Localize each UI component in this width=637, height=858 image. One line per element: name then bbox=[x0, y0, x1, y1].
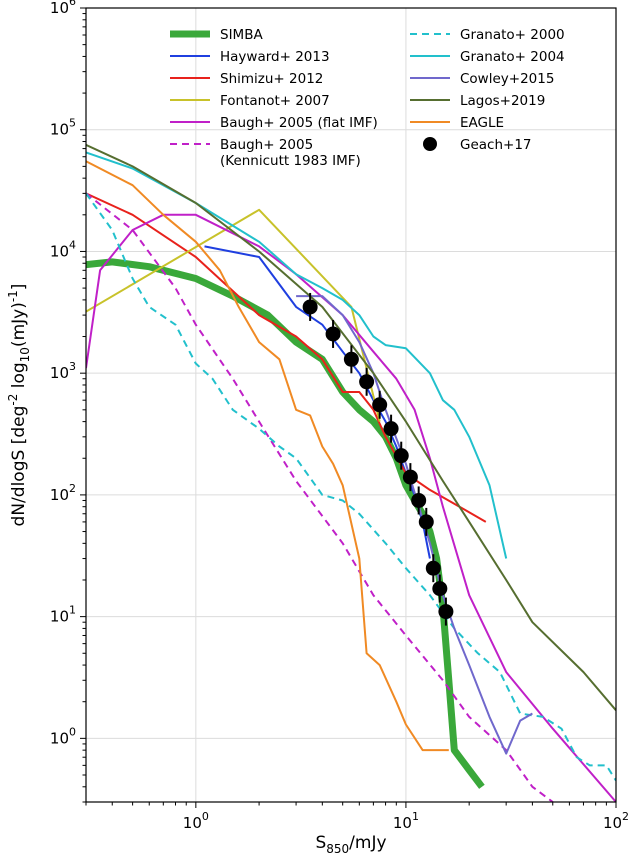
x-tick-label: 102 bbox=[603, 810, 629, 832]
series-line-shimizu-2012 bbox=[86, 192, 487, 523]
legend-label: SIMBA bbox=[220, 27, 263, 43]
geach-data-point bbox=[425, 560, 441, 576]
series-group bbox=[86, 143, 616, 802]
y-tick-label: 101 bbox=[50, 604, 76, 626]
series-line-granato-2004 bbox=[86, 151, 508, 559]
legend-entry: EAGLE bbox=[410, 115, 504, 131]
geach-data-point bbox=[418, 514, 434, 530]
legend-marker bbox=[423, 137, 437, 151]
legend-entry: Fontanot+ 2007 bbox=[170, 93, 330, 109]
y-tick-label: 105 bbox=[50, 117, 76, 139]
y-tick-label: 106 bbox=[50, 0, 76, 17]
y-axis-title: dN/dlogS [deg-2​ log10​(mJy)-1​] bbox=[6, 284, 32, 527]
axes-frame bbox=[85, 7, 617, 803]
legend: SIMBA Hayward+ 2013 Shimizu+ 2012 Fontanot+… bbox=[170, 27, 565, 169]
legend-entry: SIMBA bbox=[170, 27, 263, 43]
legend-entry: Baugh+ 2005 (flat IMF) bbox=[170, 115, 378, 131]
series-line-lagos-2019 bbox=[86, 143, 616, 711]
series-line-cowley-2015 bbox=[296, 295, 533, 755]
geach-data-point bbox=[325, 326, 341, 342]
legend-entry: Shimizu+ 2012 bbox=[170, 71, 323, 87]
legend-entry: Cowley+2015 bbox=[410, 71, 554, 87]
series-line-baugh-2005-flat-imf bbox=[86, 213, 616, 802]
y-tick-label: 104 bbox=[50, 238, 76, 260]
x-tick-label: 100 bbox=[183, 810, 209, 832]
legend-entry: Granato+ 2000 bbox=[410, 27, 565, 43]
series-line-granato-2000 bbox=[86, 192, 616, 782]
geach-data-point bbox=[302, 299, 318, 315]
geach-data-point bbox=[343, 351, 359, 367]
y-tick-label: 102 bbox=[50, 482, 76, 504]
legend-entry: Baugh+ 2005 (Kennicutt 1983 IMF) bbox=[170, 137, 361, 169]
y-tick-label: 100 bbox=[50, 725, 76, 747]
legend-label: Granato+ 2004 bbox=[460, 49, 565, 65]
legend-entry: Geach+17 bbox=[423, 137, 532, 153]
legend-label: Baugh+ 2005 (Kennicutt 1983 IMF) bbox=[220, 137, 361, 169]
geach-data-point bbox=[411, 492, 427, 508]
plot-area: 100 101 102 100 101 102 103 104 105 106 bbox=[50, 0, 629, 832]
legend-entry: Lagos+2019 bbox=[410, 93, 545, 109]
x-axis-title: S850​/mJy bbox=[315, 833, 386, 856]
geach-data-point bbox=[393, 448, 409, 464]
series-line-baugh-2005 bbox=[86, 192, 554, 802]
geach-data-point bbox=[372, 397, 388, 413]
legend-label: Lagos+2019 bbox=[460, 93, 545, 109]
y-tick-label: 103 bbox=[50, 360, 76, 382]
x-tick-label: 101 bbox=[393, 810, 419, 832]
geach-data-point bbox=[383, 421, 399, 437]
series-line-eagle bbox=[86, 160, 449, 752]
legend-label: Fontanot+ 2007 bbox=[220, 93, 330, 109]
legend-label: EAGLE bbox=[460, 115, 504, 131]
legend-entry: Hayward+ 2013 bbox=[170, 49, 330, 65]
legend-label: Hayward+ 2013 bbox=[220, 49, 330, 65]
legend-label: Granato+ 2000 bbox=[460, 27, 565, 43]
geach-data-point bbox=[432, 581, 448, 597]
legend-label: Cowley+2015 bbox=[460, 71, 554, 87]
legend-label: Geach+17 bbox=[460, 137, 532, 153]
geach-data-point bbox=[402, 469, 418, 485]
legend-label: Shimizu+ 2012 bbox=[220, 71, 323, 87]
geach-data-point bbox=[438, 604, 454, 620]
legend-entry: Granato+ 2004 bbox=[410, 49, 565, 65]
geach-data-point bbox=[359, 374, 375, 390]
legend-label: Baugh+ 2005 (flat IMF) bbox=[220, 115, 378, 131]
